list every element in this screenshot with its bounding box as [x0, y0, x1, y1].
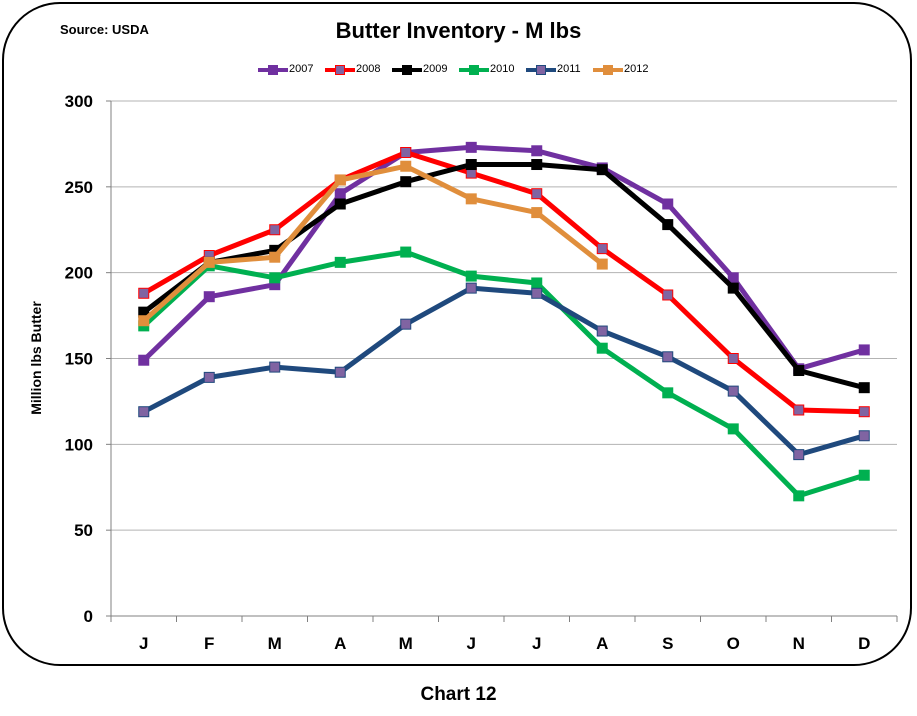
legend-swatch: [392, 65, 422, 75]
chart-caption: Chart 12: [420, 684, 497, 705]
legend-swatch: [593, 65, 623, 75]
data-point-2008: [727, 353, 739, 364]
data-point-2009: [727, 282, 739, 294]
data-point-2009: [858, 382, 870, 394]
legend-swatch: [526, 65, 556, 75]
data-point-2012: [596, 258, 608, 270]
legend-label: 2012: [624, 63, 649, 75]
data-point-2007: [531, 145, 543, 157]
x-tick-label: J: [139, 634, 148, 653]
data-point-2011: [531, 287, 543, 299]
data-point-2008: [269, 224, 281, 236]
data-point-2012: [269, 251, 281, 263]
data-point-2012: [465, 193, 477, 205]
x-tick-label: O: [727, 634, 740, 653]
data-point-2011: [465, 282, 477, 294]
x-tick-label: S: [662, 634, 673, 653]
data-point-2007: [465, 141, 477, 153]
data-point-2011: [662, 351, 674, 363]
data-point-2007: [334, 188, 346, 200]
data-point-2011: [793, 449, 805, 461]
legend-swatch: [325, 65, 355, 75]
data-point-2008: [400, 147, 412, 158]
data-point-2011: [858, 430, 870, 442]
legend-label: 2008: [356, 63, 381, 75]
x-tick-label: A: [334, 634, 346, 653]
data-point-2008: [793, 404, 805, 416]
data-point-2010: [400, 246, 412, 258]
data-point-2009: [793, 365, 805, 377]
x-tick-label: F: [204, 634, 214, 653]
data-point-2008: [138, 287, 150, 299]
data-point-2012: [400, 160, 412, 172]
data-point-2010: [465, 270, 477, 282]
data-point-2010: [858, 469, 870, 481]
data-point-2008: [596, 243, 608, 255]
data-point-2009: [531, 159, 543, 171]
chart-frame: [2, 2, 912, 666]
series-line-2008: [142, 150, 865, 415]
data-point-2012: [138, 315, 150, 327]
legend-label: 2010: [490, 63, 515, 75]
data-point-2009: [465, 159, 477, 171]
chart-title: Butter Inventory - M lbs: [335, 18, 582, 43]
x-tick-label: M: [399, 634, 413, 653]
x-tick-label: N: [793, 634, 805, 653]
data-point-2012: [203, 256, 215, 268]
data-point-2010: [531, 277, 543, 289]
data-point-2009: [334, 198, 346, 210]
data-point-2012: [334, 174, 346, 186]
x-tick-label: A: [596, 634, 608, 653]
data-point-2008: [662, 289, 674, 301]
series-line-2010: [142, 249, 866, 499]
legend-label: 2009: [423, 63, 448, 75]
source-note: Source: USDA: [60, 22, 149, 37]
data-point-2007: [203, 291, 215, 303]
series-line-2012: [142, 163, 604, 323]
legend: 2007 2008 2009 2010 2011 2012: [0, 62, 917, 78]
legend-swatch: [258, 65, 288, 75]
data-point-2011: [596, 325, 608, 337]
series-line-2007: [142, 144, 865, 372]
y-tick-label: 250: [65, 178, 93, 197]
data-point-2007: [858, 344, 870, 356]
x-tick-label: M: [268, 634, 282, 653]
data-point-2011: [269, 361, 281, 373]
data-point-2010: [334, 256, 346, 268]
data-point-2010: [596, 342, 608, 354]
x-tick-label: J: [532, 634, 541, 653]
data-point-2009: [596, 164, 608, 176]
series-line-2011: [142, 285, 865, 458]
data-point-2011: [334, 366, 346, 378]
data-point-2010: [662, 387, 674, 399]
x-tick-label: D: [858, 634, 870, 653]
y-tick-label: 300: [65, 92, 93, 111]
data-point-2008: [858, 406, 870, 418]
legend-swatch: [459, 65, 489, 75]
data-point-2007: [662, 198, 674, 210]
data-point-2010: [269, 272, 281, 284]
y-tick-label: 200: [65, 264, 93, 283]
data-point-2011: [400, 318, 412, 330]
data-point-2011: [203, 371, 215, 383]
data-point-2011: [138, 406, 150, 418]
data-point-2010: [727, 423, 739, 435]
y-tick-label: 0: [84, 607, 93, 626]
data-point-2012: [531, 207, 543, 219]
data-point-2009: [662, 219, 674, 231]
data-point-2008: [531, 188, 543, 200]
y-tick-label: 150: [65, 350, 93, 369]
y-tick-label: 50: [74, 521, 93, 540]
series-line-2009: [142, 162, 865, 391]
data-point-2010: [793, 490, 805, 502]
data-point-2011: [727, 385, 739, 397]
legend-label: 2007: [289, 63, 314, 75]
y-tick-label: 100: [65, 435, 93, 454]
data-point-2007: [138, 354, 150, 366]
legend-label: 2011: [557, 63, 581, 75]
x-tick-label: J: [467, 634, 476, 653]
data-point-2009: [400, 176, 412, 188]
